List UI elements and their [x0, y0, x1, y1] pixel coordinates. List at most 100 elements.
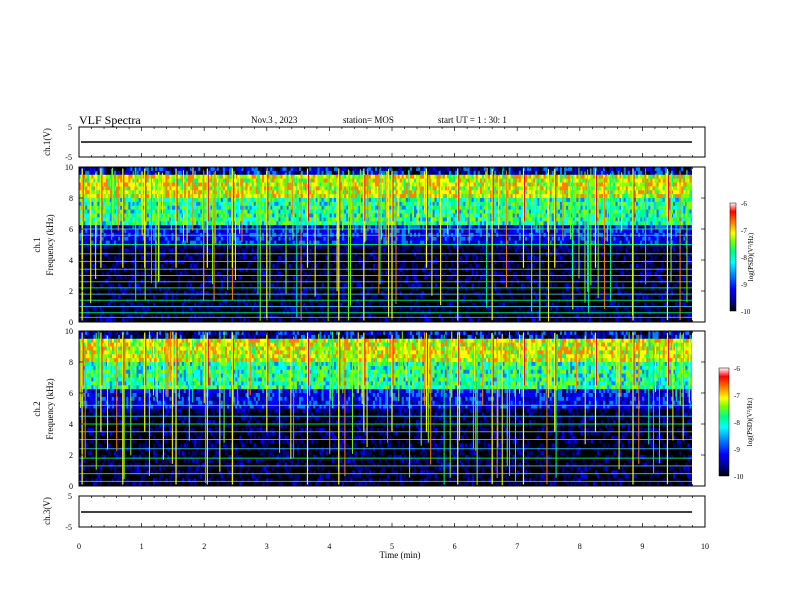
spectrogram-cell — [101, 271, 105, 276]
spectrogram-cell — [374, 283, 378, 288]
spectrogram-cell — [251, 201, 255, 207]
spectrogram-cell — [233, 221, 236, 226]
spectrogram-cell — [167, 201, 170, 207]
spectrogram-cell — [103, 213, 107, 218]
spectrogram-cell — [233, 229, 236, 234]
spectrogram-cell — [126, 167, 129, 172]
spectrogram-cell — [105, 167, 109, 172]
spectrogram-cell — [87, 314, 90, 319]
spectrogram-cell — [321, 298, 324, 303]
spectrogram-cell — [169, 294, 172, 300]
spectrogram-cell — [196, 240, 199, 245]
spectrogram-cell — [290, 198, 294, 203]
spectrogram-cell — [212, 167, 216, 172]
spectrogram-cell — [253, 178, 257, 183]
spectrogram-cell — [259, 178, 263, 183]
spectrogram-cell — [257, 256, 261, 261]
ch1-ylabel: ch.1(V) — [42, 128, 52, 156]
spectrogram-cell — [198, 244, 201, 249]
spectrogram-cell — [288, 170, 292, 176]
spectrogram-cell — [200, 178, 203, 183]
spectrogram-cell — [136, 209, 140, 214]
spectrogram-cell — [187, 229, 191, 234]
spectrogram-cell — [107, 170, 111, 176]
spectrogram-cell — [237, 275, 240, 280]
spectrogram-cell — [286, 229, 290, 234]
spectrogram-cell — [171, 236, 174, 241]
spectrogram-cell — [226, 178, 230, 183]
spectrogram-cell — [270, 240, 273, 245]
spectrogram-cell — [169, 174, 172, 179]
spectrogram-cell — [128, 182, 131, 187]
spectrogram-cell — [249, 291, 253, 296]
spectrogram-cell — [146, 248, 150, 253]
spectrogram-cell — [124, 291, 127, 296]
spectrogram-cell — [169, 271, 172, 276]
spectrogram-cell — [179, 205, 183, 210]
spectrogram-cell — [101, 229, 105, 234]
spectrogram-cell — [261, 283, 265, 288]
spectrogram-cell — [241, 248, 244, 253]
spectrogram-cell — [233, 240, 236, 245]
spectrogram-cell — [175, 167, 179, 172]
spectrogram-cell — [249, 217, 253, 222]
spectrogram-cell — [257, 190, 261, 195]
spectrogram-cell — [101, 182, 105, 187]
spectrogram-cell — [321, 283, 324, 288]
spectrogram-cell — [231, 314, 234, 319]
spectrogram-cell — [214, 236, 218, 241]
spectrogram-cell — [183, 190, 187, 195]
spectrogram-cell — [218, 267, 222, 272]
spectrogram-cell — [196, 178, 199, 183]
spectrogram-cell — [255, 221, 259, 226]
spectrogram-cell — [226, 260, 230, 265]
spectrogram-cell — [286, 167, 290, 172]
spectrogram-cell — [208, 240, 211, 245]
spectrogram-cell — [226, 221, 230, 226]
spectrogram-cell — [169, 306, 172, 311]
spectrogram-cell — [263, 178, 267, 183]
spectrogram-cell — [286, 198, 290, 203]
spectrogram-cell — [235, 198, 238, 203]
spectrogram-cell — [83, 221, 86, 226]
spectrogram-cell — [237, 256, 240, 261]
spectrogram-cell — [259, 198, 263, 203]
spectrogram-cell — [120, 182, 123, 187]
spectrogram-cell — [249, 252, 253, 257]
spectrogram-cell — [229, 190, 232, 195]
spectrogram-cell — [261, 194, 265, 199]
spectrogram-cell — [255, 291, 259, 296]
spectrogram-cell — [222, 236, 226, 241]
spectrogram-cell — [274, 198, 277, 203]
spectrogram-cell — [148, 306, 152, 311]
spectrogram-cell — [185, 252, 189, 257]
spectrogram-cell — [113, 167, 117, 172]
spectrogram-cell — [229, 182, 232, 187]
spectrogram-cell — [259, 194, 263, 199]
spectrogram-cell — [247, 260, 250, 265]
spectrogram-cell — [241, 178, 244, 183]
spectrogram-cell — [282, 170, 285, 176]
spectrogram-cell — [222, 240, 226, 245]
spectrogram-cell — [132, 213, 135, 218]
spectrogram-cell — [144, 221, 148, 226]
spectrogram-cell — [270, 205, 273, 210]
spectrogram-cell — [416, 260, 419, 265]
spectrogram-cell — [122, 271, 125, 276]
spectrogram-cell — [97, 244, 100, 249]
spectrogram-cell — [93, 221, 96, 226]
spectrogram-cell — [243, 302, 246, 307]
spectrogram-cell — [249, 209, 253, 214]
spectrogram-cell — [226, 174, 230, 179]
spectrogram-cell — [196, 186, 199, 191]
spectrogram-cell — [239, 267, 242, 272]
spectrogram-cell — [183, 170, 187, 176]
spectrogram-cell — [253, 271, 257, 276]
spectrogram-cell — [173, 306, 177, 311]
spectrogram-cell — [126, 318, 129, 323]
spectrogram-cell — [259, 217, 263, 222]
spectrogram-cell — [220, 186, 224, 191]
spectrogram-cell — [165, 205, 168, 210]
spectrogram-cell — [194, 240, 197, 245]
date-label: Nov.3 , 2023 — [251, 115, 298, 125]
